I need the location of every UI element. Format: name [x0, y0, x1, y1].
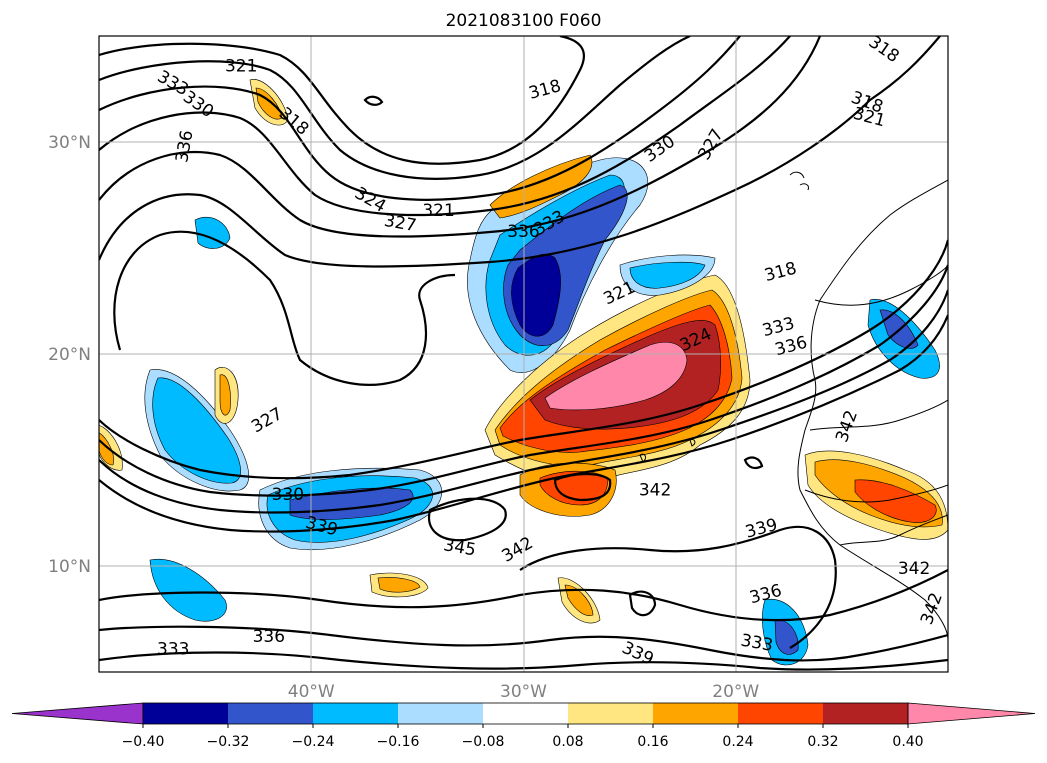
contour-label: 321 [422, 201, 454, 221]
positive-core-pink [544, 341, 688, 411]
colorbar: −0.40 −0.32 −0.24 −0.16 −0.08 0.08 0.16 0.24 0.3… [11, 702, 1036, 750]
coastline-africa [797, 179, 948, 641]
coastline-canary [789, 171, 809, 191]
lon-tick-label: 30°W [500, 682, 547, 702]
colorbar-label: 0.32 [807, 734, 838, 750]
axis-tick-labels: 30°N 20°N 10°N 40°W 30°W 20°W [48, 133, 759, 702]
colorbar-bin [738, 703, 823, 724]
contour-label: 342 [898, 559, 930, 579]
border-line-1 [814, 264, 948, 306]
negative-patch-ne-mid [629, 261, 706, 289]
negative-patch-nw [194, 216, 231, 249]
colorbar-bin [398, 703, 483, 724]
colorbar-label: 0.40 [892, 734, 923, 750]
colorbar-outline [142, 702, 909, 725]
colorbar-extend-high [907, 702, 1036, 725]
colorbar-label: −0.32 [207, 734, 250, 750]
colorbar-label: −0.24 [292, 734, 335, 750]
colorbar-bin [568, 703, 653, 724]
colorbar-bin [228, 703, 313, 724]
map-title: 2021083100 F060 [446, 11, 602, 31]
coastlines [639, 171, 948, 641]
colorbar-label: 0.08 [552, 734, 583, 750]
colorbar-bin [143, 703, 228, 724]
lat-tick-label: 20°N [48, 345, 91, 365]
lon-tick-label: 20°W [712, 682, 759, 702]
positive-patch-small-3-core [377, 577, 421, 593]
negative-patch-west-mid [152, 377, 241, 484]
colorbar-bin [823, 703, 908, 724]
contour-label: 321 [225, 57, 257, 77]
colorbar-extend-low [11, 702, 144, 725]
contour-label: 336 [253, 627, 285, 647]
gridlines [99, 36, 948, 672]
border-line-3 [804, 484, 948, 503]
negative-patch-sw [149, 558, 227, 622]
lat-tick-label: 10°N [48, 557, 91, 577]
shaded-field [99, 79, 948, 666]
map-frame [98, 35, 949, 673]
contour-label: 333 [157, 640, 189, 660]
colorbar-label: −0.40 [122, 734, 165, 750]
contour-lines [99, 36, 948, 671]
positive-patch-east-red [854, 479, 937, 523]
border-line-2 [809, 399, 948, 431]
colorbar-label: 0.16 [637, 734, 668, 750]
border-line-4 [839, 514, 948, 546]
colorbar-bin [653, 703, 738, 724]
lon-tick-label: 40°W [288, 682, 335, 702]
colorbar-label: −0.08 [462, 734, 505, 750]
colorbar-bin [313, 703, 398, 724]
contour-label: 336 [507, 222, 539, 242]
colorbar-label: −0.16 [377, 734, 420, 750]
contour-label: 330 [272, 485, 304, 505]
cape-verde [639, 439, 696, 463]
positive-patch-small-1-core [219, 374, 231, 416]
colorbar-bin [483, 703, 568, 724]
lat-tick-label: 30°N [48, 133, 91, 153]
colorbar-label: 0.24 [722, 734, 753, 750]
contour-label: 342 [639, 481, 671, 501]
